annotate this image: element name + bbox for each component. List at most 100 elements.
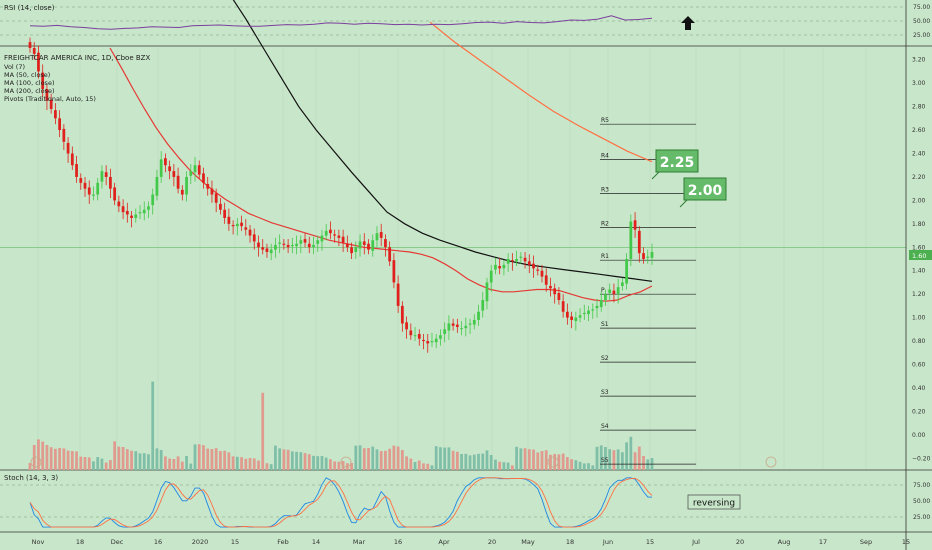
candle [337,235,341,238]
volume-bar [447,447,451,470]
volume-bar [502,462,506,470]
volume-bar [333,461,337,470]
x-tick-label: 20 [488,538,496,546]
stoch-label: Stoch (14, 3, 3) [4,474,58,482]
candle [329,229,332,234]
candle [565,311,569,318]
candle [527,261,531,265]
y-tick-label: 1.40 [912,268,926,275]
earnings-marker[interactable] [340,456,352,468]
volume-bar [261,392,265,470]
volume-bar [506,462,510,470]
candle [299,240,303,244]
earnings-marker[interactable] [765,456,777,468]
candle [642,253,645,259]
volume-bar [637,446,641,470]
y-tick-label: 2.00 [912,197,926,204]
candle [28,42,32,48]
volume-bar [164,456,167,470]
candle [282,243,286,245]
candle [100,171,104,182]
volume-bar [417,460,421,470]
volume-bar [180,461,184,470]
rsi-label: RSI (14, close) [4,4,55,12]
volume-bar [49,447,53,470]
volume-bar [392,445,396,470]
candle [62,128,66,142]
y-tick-label: 0.20 [912,408,926,415]
reversing-note-text: reversing [693,499,735,509]
candle [206,183,210,189]
candle [231,225,235,227]
candle [312,244,315,248]
volume-bar [519,448,523,470]
volume-bar [553,454,557,470]
last-price-text: 1.60 [912,252,926,260]
ma50-line [109,47,653,302]
volume-bar [371,446,375,470]
x-tick-label: 2020 [192,538,209,546]
y-tick-label: 1.60 [912,244,926,251]
candle [248,229,252,236]
volume-bar [316,456,320,470]
candle [193,165,197,173]
volume-bar [629,436,633,470]
volume-bar [498,461,502,470]
pivot-label: S1 [601,321,609,328]
legend-ma100: MA (100, close) [4,79,54,87]
candle [587,310,590,315]
candle [540,270,544,277]
candle [379,232,383,238]
volume-bar [130,450,133,470]
candle [180,189,184,195]
candle [532,263,535,269]
volume-bar [354,445,358,470]
volume-bar [252,458,256,470]
volume-bar [193,444,197,470]
callout-2-25: 2.25 [651,149,699,180]
y-tick-label: 3.00 [912,80,926,87]
candle [303,239,307,243]
volume-bar [468,455,472,470]
volume-bar [202,445,205,470]
volume-bar [92,461,95,470]
x-tick-label: 15 [902,538,910,546]
candle [324,230,328,236]
volume-bar [109,460,112,470]
candle [104,172,108,177]
y-tick-label: 1.00 [912,315,926,322]
volume-bar [210,449,214,470]
volume-bar [358,445,362,470]
volume-bar [320,456,324,470]
pivot-label: P [601,287,605,294]
candle [269,249,273,254]
candle [384,239,387,248]
candle [375,233,379,241]
volume-bar [235,456,239,470]
volume-bar [405,456,408,470]
candle [392,260,396,283]
volume-bar [388,448,392,470]
candle [405,322,408,330]
earnings-marker[interactable] [30,456,42,468]
candle [113,187,117,201]
earnings-marker[interactable] [547,456,559,468]
rsi-tick-75: 75.00 [913,4,930,11]
candle [142,209,146,214]
candle [92,194,95,196]
candle [472,319,476,325]
candle [502,264,506,269]
candle [235,223,239,227]
volume-bar [439,447,442,470]
volume-bar [595,446,599,470]
y-tick-label: 3.20 [912,57,926,64]
volume-bar [384,450,387,470]
volume-bar [430,465,434,470]
candle [307,243,311,248]
candle [485,282,489,302]
candle [96,182,100,195]
candle [32,48,36,54]
volume-bar [168,458,172,470]
grid [0,6,907,518]
volume-bar [278,448,282,470]
